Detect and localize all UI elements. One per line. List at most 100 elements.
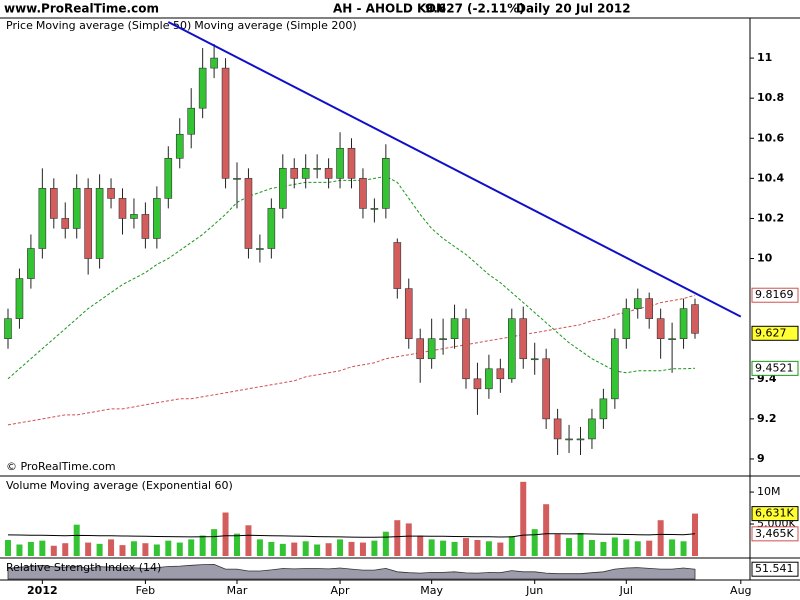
rsi-area	[7, 563, 696, 580]
volume-bar	[657, 520, 664, 556]
candle-body	[485, 368, 493, 390]
volume-bar	[39, 540, 46, 556]
y-tick-label: 10.6	[757, 131, 784, 144]
price-change: (-2.11%)	[467, 2, 525, 16]
moving-average-line	[7, 294, 696, 426]
volume-bar	[600, 541, 607, 556]
candle-body	[553, 418, 562, 440]
volume-bar	[211, 529, 218, 556]
y-tick-label: 10.4	[757, 171, 784, 184]
volume-bar	[153, 544, 160, 556]
volume-bar	[176, 542, 183, 556]
candle-body	[153, 198, 161, 239]
candle-body	[679, 308, 688, 340]
candle-body	[645, 298, 654, 319]
symbol: AH - AHOLD KON	[333, 2, 446, 16]
volume-bar	[394, 520, 401, 556]
y-tick-label: 10.2	[757, 211, 784, 224]
legend-entry: Moving average (Exponential 60)	[50, 479, 233, 492]
volume-bar	[440, 540, 447, 556]
volume-bar	[119, 545, 126, 556]
volume-bar	[130, 541, 137, 556]
volume-bar	[543, 504, 550, 556]
candle-body	[633, 298, 642, 309]
candle-body	[507, 318, 516, 380]
volume-average-line	[7, 533, 696, 538]
volume-bar	[508, 536, 515, 556]
volume-bar	[417, 535, 424, 556]
volume-bar	[268, 541, 275, 556]
volume-bar	[279, 543, 286, 556]
x-tick-label: Apr	[331, 584, 351, 597]
candle-body	[107, 188, 115, 199]
candle-body	[542, 358, 550, 420]
volume-bar	[27, 541, 34, 556]
volume-bar	[337, 539, 344, 556]
candle-body	[313, 168, 321, 170]
candle-body	[530, 358, 539, 361]
volume-bar	[234, 533, 240, 556]
volume-bar	[245, 525, 252, 556]
trendline	[167, 21, 742, 318]
last-price: 9.627	[425, 2, 463, 16]
value-box-label: 9.627	[755, 326, 787, 339]
candle-body	[141, 214, 150, 239]
value-box-label: 9.4521	[755, 361, 794, 374]
candle-body	[256, 248, 264, 250]
candle-body	[599, 398, 608, 420]
candle-body	[656, 318, 665, 340]
legend-entry: Price	[6, 19, 33, 32]
volume-bar	[222, 512, 229, 556]
candle-body	[61, 218, 70, 229]
volume-bar	[531, 529, 538, 556]
candle-body	[588, 418, 596, 440]
volume-bar	[371, 540, 378, 556]
volume-bar	[646, 540, 653, 556]
legend-entry: Moving average (Simple 50)	[36, 19, 191, 32]
volume-bar	[256, 539, 263, 556]
candle-body	[611, 338, 619, 400]
y-tick-label: 9	[757, 452, 765, 465]
volume-bar	[302, 541, 309, 556]
legend-entry: Moving average (Simple 200)	[194, 19, 356, 32]
volume-bar	[73, 524, 80, 556]
legend-entry: Volume	[6, 479, 47, 492]
y-tick-label: 9.2	[757, 412, 777, 425]
candle-body	[49, 188, 58, 219]
period: Daily	[516, 2, 550, 16]
value-box	[751, 561, 799, 577]
y-tick-label: 11	[757, 51, 772, 64]
candle-body	[370, 208, 379, 210]
candle-body	[175, 133, 184, 159]
candle-body	[72, 188, 81, 229]
volume-bar	[692, 513, 698, 556]
volume-bar	[62, 543, 69, 556]
volume-bar	[428, 539, 435, 556]
volume-bar	[142, 543, 149, 556]
volume-bar	[611, 537, 618, 556]
candle-body	[496, 368, 505, 380]
candle-body	[301, 168, 310, 179]
volume-bar	[634, 541, 641, 556]
candle-body	[576, 438, 585, 441]
candle-body	[233, 178, 241, 180]
candle-body	[519, 318, 528, 360]
candle-body	[668, 338, 676, 341]
x-tick-label: Mar	[227, 584, 248, 597]
moving-average-line	[7, 175, 696, 380]
candle-body	[198, 67, 207, 109]
candle-body	[130, 214, 138, 219]
volume-bar	[520, 481, 527, 556]
candle-body	[691, 304, 699, 334]
value-box	[751, 506, 799, 522]
candle-body	[164, 158, 173, 199]
value-box-label: 9.8169	[755, 288, 794, 301]
volume-bar	[50, 545, 57, 556]
y-tick-label: 10	[757, 252, 773, 265]
x-tick-label: 2012	[27, 584, 58, 597]
candle-body	[38, 188, 47, 249]
candle-body	[347, 147, 356, 179]
volume-bar	[382, 531, 389, 556]
volume-bar	[291, 542, 298, 556]
